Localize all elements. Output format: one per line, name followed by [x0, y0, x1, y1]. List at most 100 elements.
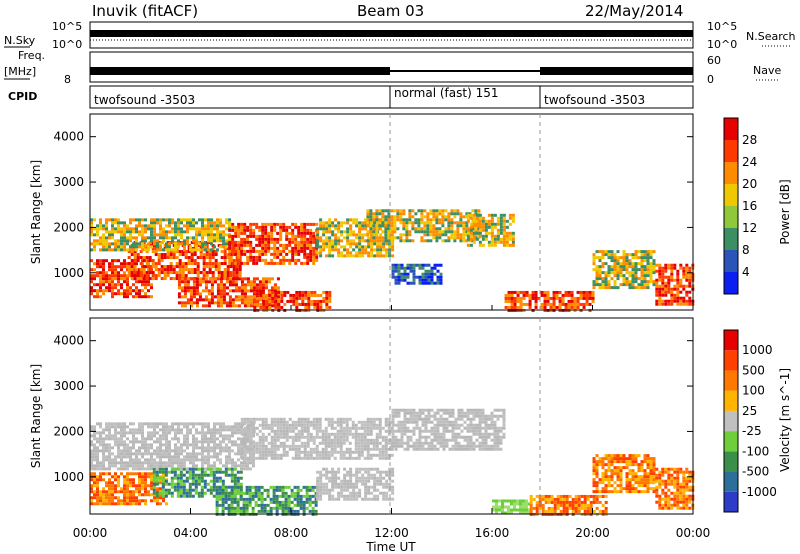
echo-cell	[261, 435, 265, 439]
echo-cell	[93, 295, 96, 299]
echo-cell	[309, 450, 313, 454]
echo-cell	[688, 299, 692, 303]
echo-cell	[248, 503, 252, 507]
echo-cell	[378, 429, 382, 433]
echo-cell	[285, 426, 289, 430]
echo-cell	[243, 295, 247, 299]
echo-cell	[174, 449, 177, 453]
echo-cell	[215, 503, 219, 507]
echo-cell	[213, 431, 216, 435]
echo-cell	[447, 212, 451, 216]
echo-cell	[144, 286, 147, 290]
echo-cell	[102, 461, 105, 465]
echo-cell	[342, 435, 346, 439]
echo-cell	[163, 274, 167, 278]
echo-cell	[303, 261, 307, 265]
echo-cell	[316, 299, 320, 303]
echo-cell	[502, 234, 506, 238]
echo-cell	[225, 449, 228, 453]
echo-cell	[301, 293, 305, 297]
echo-cell	[537, 296, 541, 300]
echo-cell	[402, 227, 406, 231]
echo-cell	[267, 426, 271, 430]
echo-cell	[640, 286, 644, 290]
echo-cell	[588, 293, 592, 297]
echo-cell	[345, 450, 349, 454]
echo-cell	[205, 271, 209, 275]
echo-cell	[288, 426, 292, 430]
echo-cell	[308, 494, 312, 498]
echo-cell	[261, 228, 265, 232]
echo-cell	[387, 429, 391, 433]
echo-cell	[243, 450, 247, 454]
echo-cell	[120, 431, 123, 435]
echo-cell	[221, 470, 225, 474]
echo-cell	[177, 422, 180, 426]
echo-cell	[183, 295, 187, 299]
echo-cell	[417, 209, 421, 213]
echo-cell	[135, 431, 138, 435]
echo-cell	[357, 444, 361, 448]
echo-cell	[333, 447, 337, 451]
echo-cell	[201, 227, 204, 231]
echo-cell	[390, 453, 394, 457]
echo-cell	[153, 496, 156, 500]
echo-cell	[420, 221, 424, 225]
echo-cell	[510, 305, 514, 309]
echo-cell	[130, 253, 134, 257]
echo-cell	[198, 458, 201, 462]
echo-cell	[156, 455, 159, 459]
echo-cell	[138, 422, 141, 426]
freq-unit-label: [MHz]	[4, 65, 36, 78]
echo-cell	[208, 256, 212, 260]
echo-cell	[478, 213, 482, 217]
echo-cell	[420, 227, 424, 231]
echo-cell	[361, 233, 365, 237]
echo-cell	[156, 422, 159, 426]
echo-cell	[313, 290, 317, 294]
echo-cell	[120, 227, 123, 231]
echo-cell	[90, 227, 93, 231]
echo-cell	[90, 464, 93, 468]
echo-cell	[294, 261, 298, 265]
echo-cell	[114, 292, 117, 296]
echo-cell	[96, 455, 99, 459]
echo-cell	[294, 237, 298, 241]
echo-cell	[102, 271, 105, 275]
echo-cell	[472, 237, 476, 241]
echo-cell	[337, 230, 341, 234]
echo-cell	[369, 239, 373, 243]
echo-cell	[196, 244, 200, 248]
echo-cell	[183, 422, 186, 426]
echo-cell	[426, 230, 430, 234]
echo-cell	[117, 292, 120, 296]
echo-cell	[325, 224, 329, 228]
echo-cell	[306, 261, 310, 265]
echo-cell	[643, 265, 647, 269]
echo-cell	[408, 215, 412, 219]
echo-cell	[631, 253, 635, 257]
echo-cell	[224, 506, 228, 510]
echo-cell	[214, 253, 218, 257]
echo-cell	[261, 456, 265, 460]
echo-cell	[294, 252, 298, 256]
echo-cell	[375, 423, 379, 427]
echo-cell	[144, 443, 147, 447]
echo-cell	[204, 289, 208, 293]
echo-cell	[261, 252, 265, 256]
echo-cell	[129, 481, 132, 485]
echo-cell	[285, 228, 289, 232]
echo-cell	[333, 420, 337, 424]
echo-cell	[430, 441, 434, 445]
echo-cell	[138, 221, 141, 225]
echo-cell	[643, 268, 647, 272]
echo-cell	[114, 265, 117, 269]
echo-cell	[114, 271, 117, 275]
echo-cell	[120, 262, 123, 266]
echo-cell	[421, 272, 425, 276]
echo-cell	[114, 434, 117, 438]
echo-cell	[198, 422, 201, 426]
echo-cell	[201, 461, 204, 465]
echo-cell	[175, 262, 179, 266]
echo-cell	[272, 488, 276, 492]
